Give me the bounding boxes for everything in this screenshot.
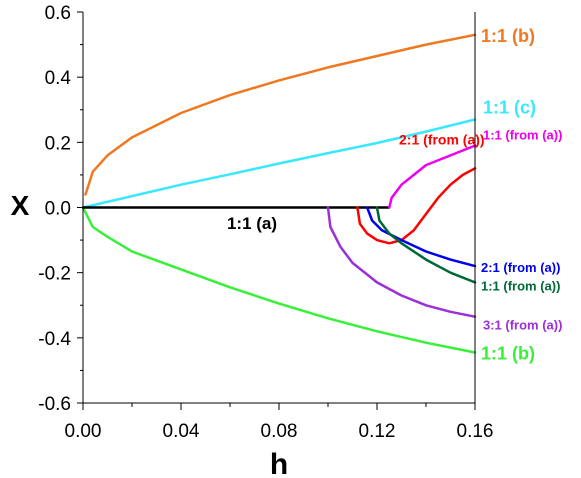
plot-layer [81,33,477,354]
y-axis-title: X [11,190,30,221]
y-tick-label: -0.6 [38,394,71,415]
x-tick-label: 0.12 [359,421,396,442]
y-tick-label: 0.0 [45,199,71,220]
series-line-6 [365,206,477,268]
series-label-3: 1:1 (a) [227,214,277,233]
x-axis-title: h [270,448,288,478]
x-tick-label: 0.08 [261,421,298,442]
series-line-2 [81,206,477,354]
series-line-7 [375,206,477,284]
x-tick-label: 0.04 [163,421,200,442]
y-tick-label: 0.2 [45,133,71,154]
series-label-4: 1:1 (from (a)) [483,128,562,143]
axes: 0.6 0.4 0.2 0.0 -0.2 -0.4 -0.6 0.00 0.04 0.08 0.12… [38,3,493,442]
x-tick-label: 0.16 [457,421,494,442]
y-tick-label: -0.4 [38,329,71,350]
x-tick-label: 0.00 [65,421,102,442]
series-line-5 [356,167,477,245]
series-label-5: 2:1 (from (a)) [399,131,485,147]
series-line-0 [84,33,477,196]
series-labels: 1:1 (b) 1:1 (c) 1:1 (b) 1:1 (a) 1:1 (from (a… [227,26,562,364]
series-line-8 [326,206,477,318]
series-label-1: 1:1 (c) [483,98,536,118]
series-label-6: 2:1 (from (a)) [481,260,560,275]
y-tick-label: -0.2 [38,264,71,285]
series-label-8: 3:1 (from (a)) [483,318,562,333]
y-tick-label: 0.6 [45,3,71,24]
series-line-4 [388,144,477,209]
y-tick-label: 0.4 [45,68,72,89]
series-label-7: 1:1 (from (a)) [481,278,560,293]
series-line-1 [81,118,477,209]
series-label-0: 1:1 (b) [481,26,535,46]
series-label-2: 1:1 (b) [481,343,535,363]
